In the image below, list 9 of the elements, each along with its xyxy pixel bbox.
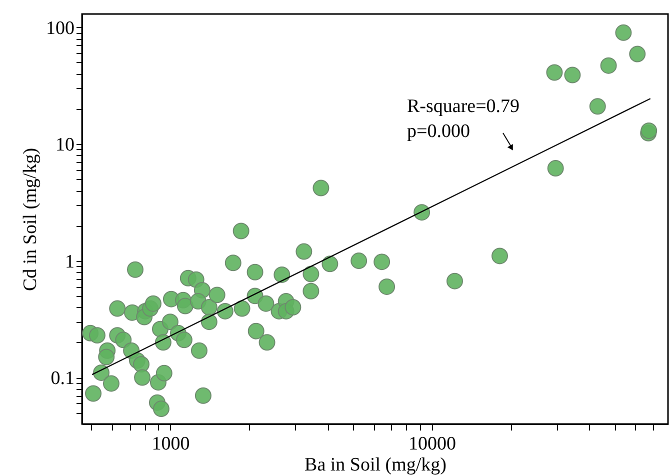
y-tick-label: 10: [56, 134, 74, 156]
x-tick-label: 10000: [408, 434, 456, 454]
y-tick-label: 0.1: [50, 368, 74, 390]
y-axis-title: Cd in Soil (mg/kg): [20, 148, 41, 292]
y-tick-label: 100: [46, 18, 74, 39]
x-axis-title: Ba in Soil (mg/kg): [304, 454, 446, 475]
annotation: R-square=0.79 p=0.000: [407, 96, 520, 142]
y-tick-label: 1: [65, 251, 74, 272]
x-tick-label: 1000: [152, 434, 190, 454]
